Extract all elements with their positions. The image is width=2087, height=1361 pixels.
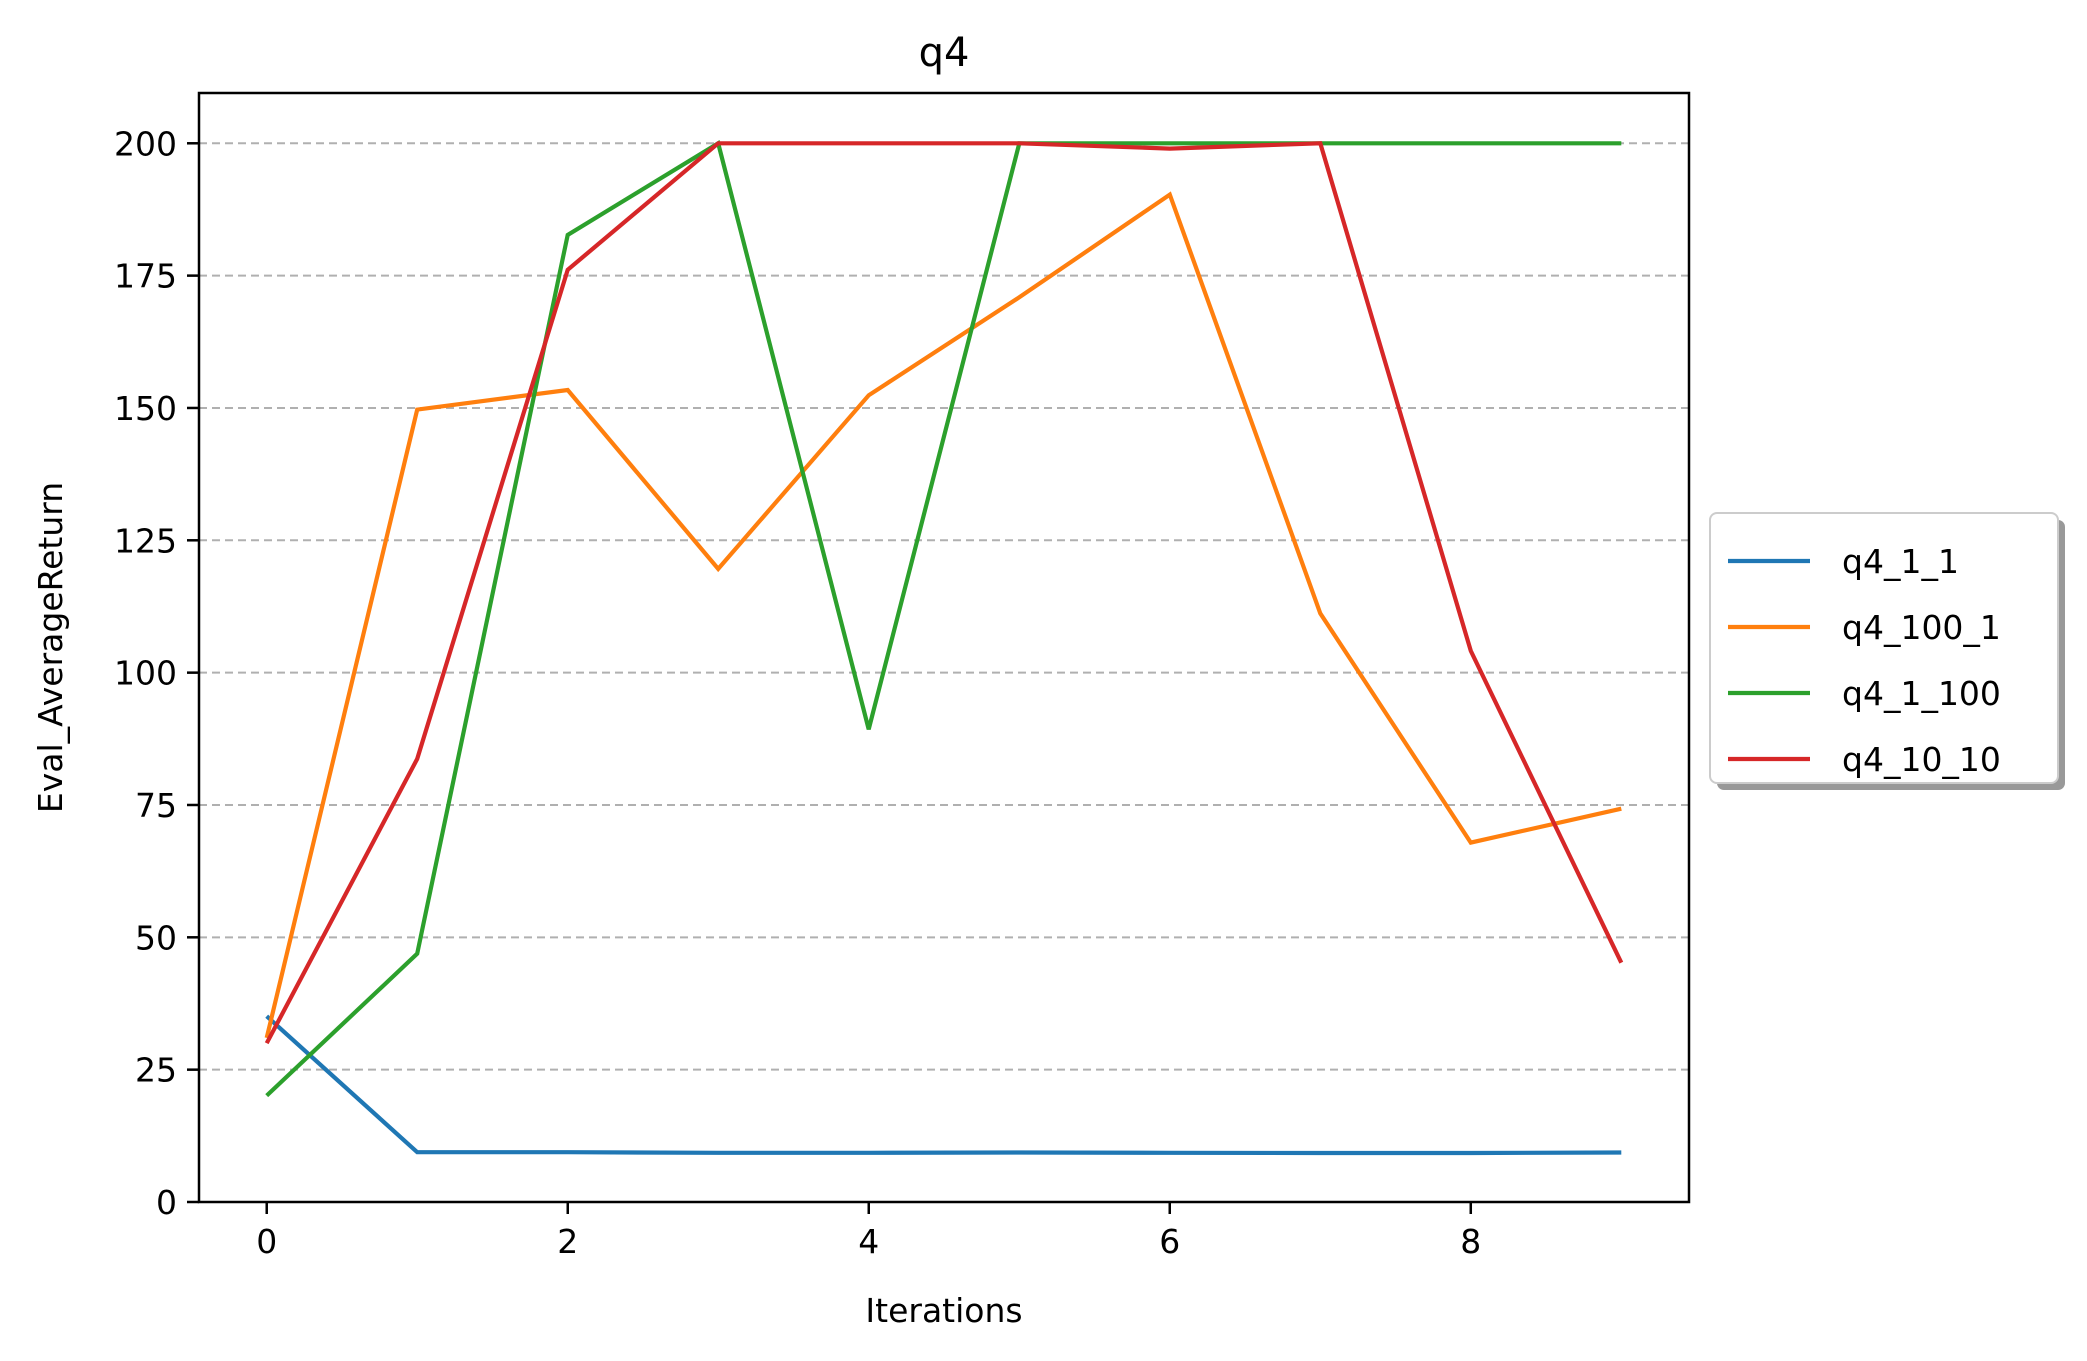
legend-label: q4_1_1 bbox=[1842, 542, 1959, 581]
y-tick-label: 150 bbox=[114, 389, 177, 428]
y-tick-label: 200 bbox=[114, 124, 177, 163]
series-line-q4-100-1 bbox=[264, 191, 1622, 1039]
y-tick-label: 125 bbox=[114, 521, 177, 560]
x-tick-label: 4 bbox=[858, 1222, 879, 1261]
y-tick-label: 75 bbox=[135, 786, 177, 825]
legend-box bbox=[1709, 512, 2059, 784]
x-axis-label: Iterations bbox=[865, 1291, 1022, 1330]
series-line-q4-1-1 bbox=[265, 1014, 1622, 1156]
series-line-q4-10-10 bbox=[264, 141, 1624, 1045]
y-tick-label: 175 bbox=[114, 257, 177, 296]
x-tick-label: 0 bbox=[256, 1222, 277, 1261]
y-tick-label: 100 bbox=[114, 654, 177, 693]
legend: q4_1_1 q4_100_1 q4_1_100 q4_10_10 bbox=[1709, 512, 2065, 790]
series-lines bbox=[264, 140, 1624, 1156]
y-tick-label: 0 bbox=[156, 1183, 177, 1222]
plot-frame bbox=[197, 91, 1691, 1204]
legend-label: q4_10_10 bbox=[1842, 740, 2001, 779]
y-tick-label: 25 bbox=[135, 1051, 177, 1090]
x-tick-label: 8 bbox=[1460, 1222, 1481, 1261]
x-tick-label: 6 bbox=[1159, 1222, 1180, 1261]
legend-label: q4_1_100 bbox=[1842, 674, 2001, 713]
axis-ticks: 0 25 50 75 100 125 150 175 200 0 2 4 6 8 bbox=[114, 124, 1481, 1261]
y-axis-label: Eval_AverageReturn bbox=[31, 482, 70, 813]
y-tick-label: 50 bbox=[135, 918, 177, 957]
x-tick-label: 2 bbox=[557, 1222, 578, 1261]
series-line-q4-1-100 bbox=[265, 140, 1622, 1098]
chart-title: q4 bbox=[919, 30, 970, 76]
legend-label: q4_100_1 bbox=[1842, 608, 2001, 647]
